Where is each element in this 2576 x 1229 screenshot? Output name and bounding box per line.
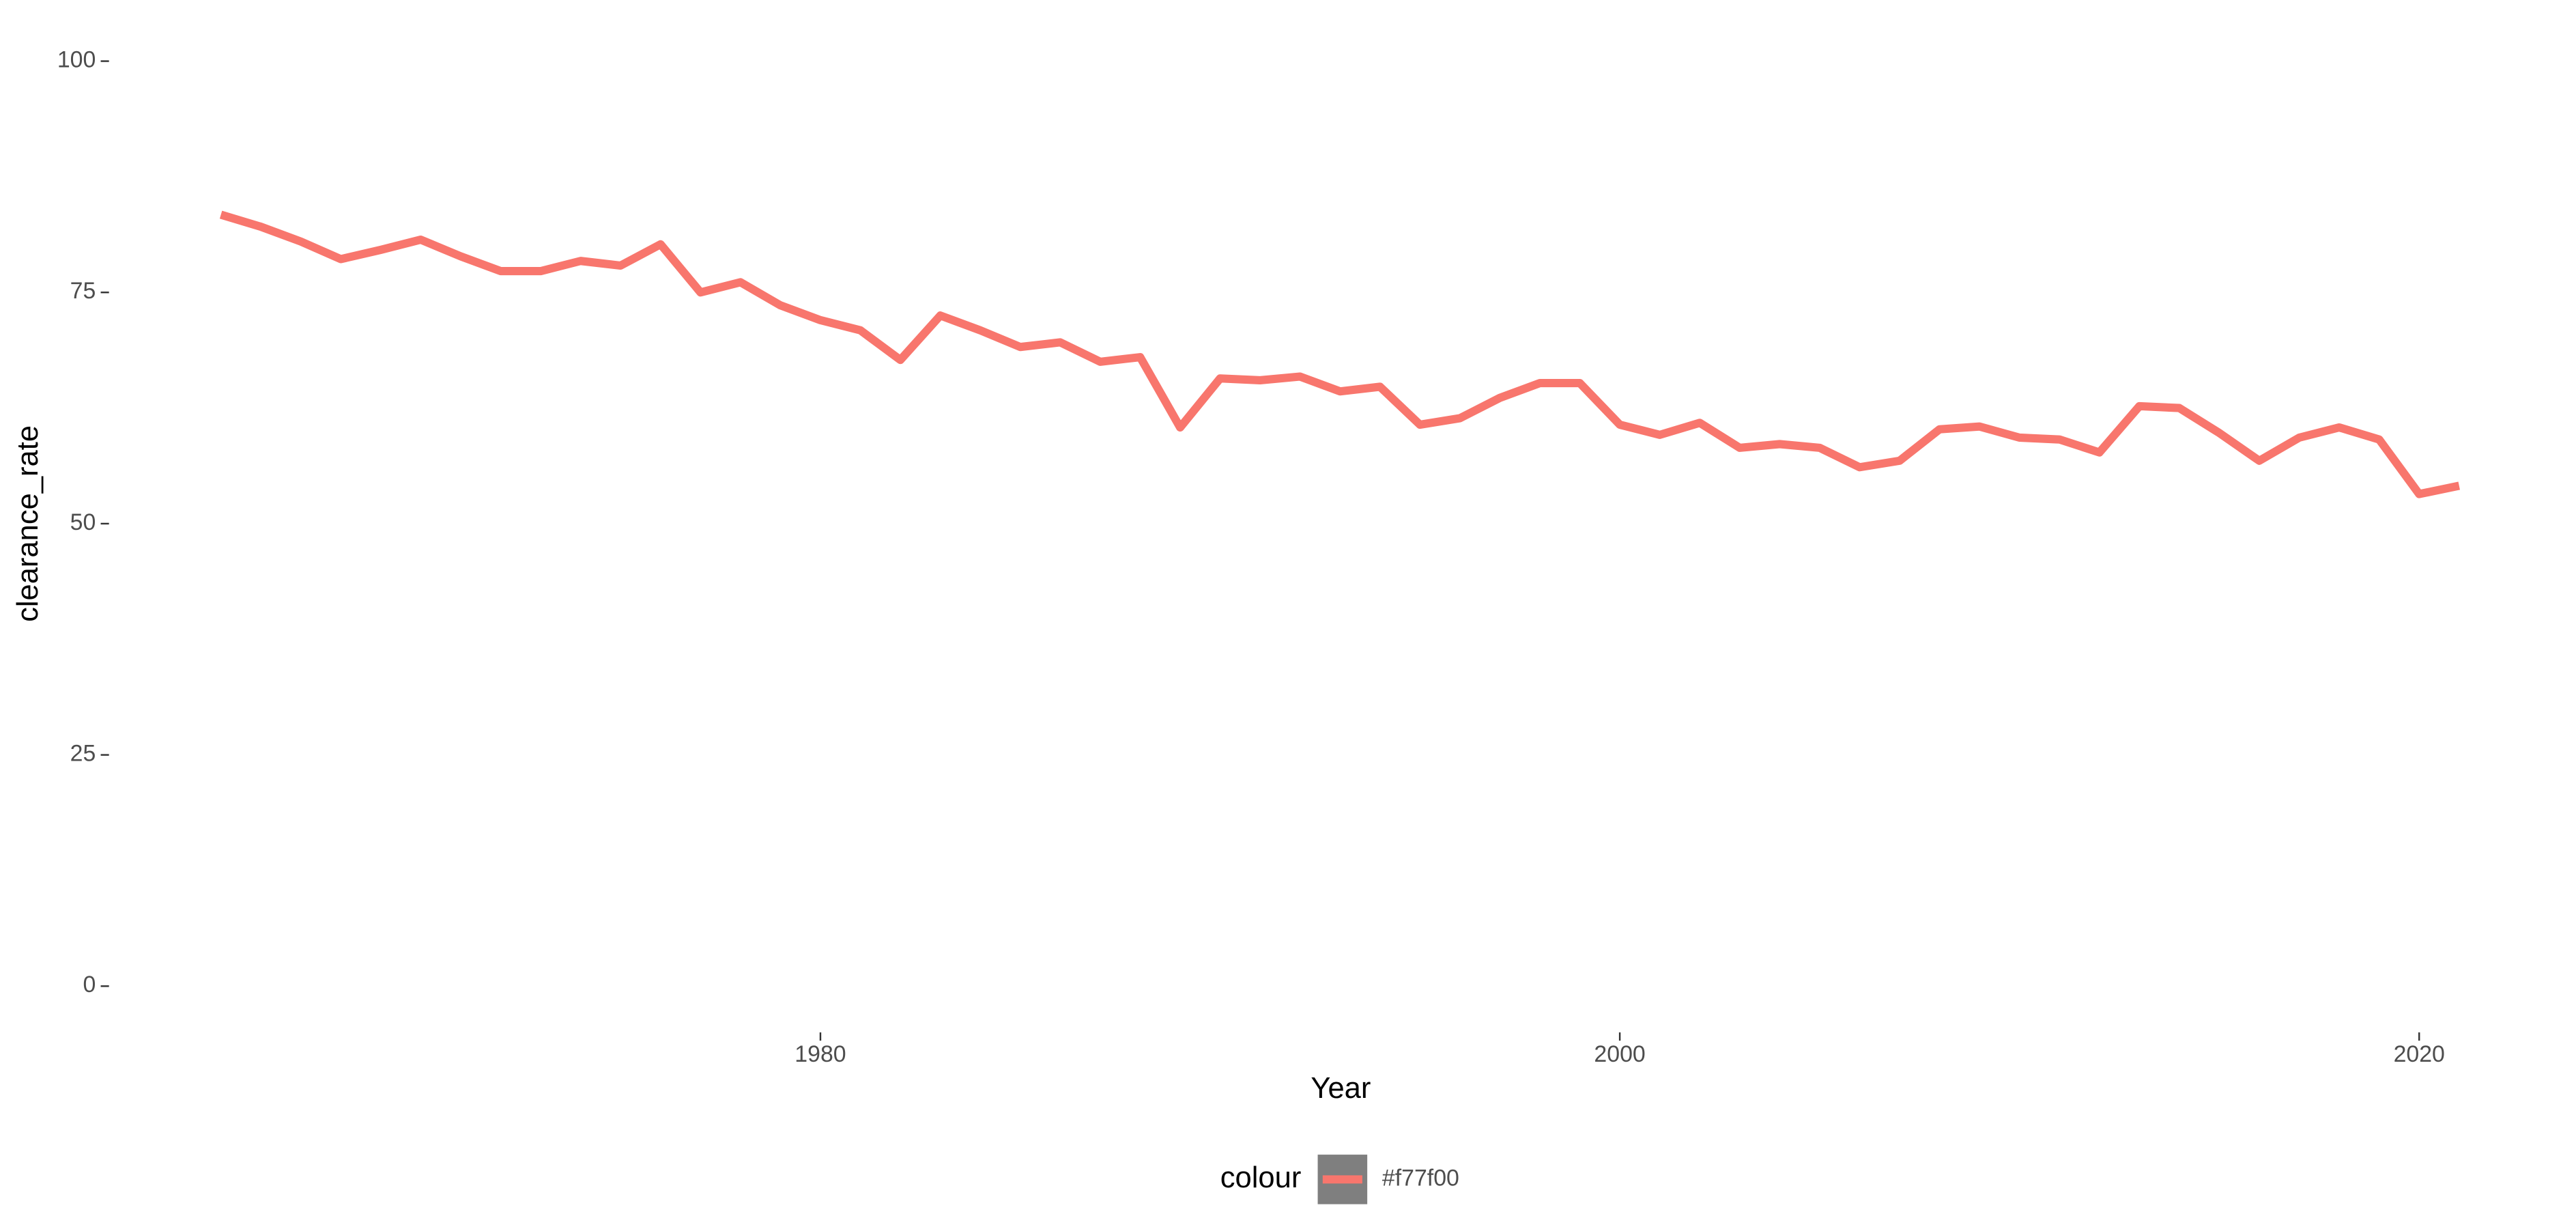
legend-label: #f77f00 bbox=[1382, 1165, 1459, 1191]
x-axis-title: Year bbox=[1311, 1072, 1371, 1105]
data-line bbox=[219, 210, 2461, 498]
x-tick-label: 2000 bbox=[1594, 1041, 1645, 1067]
y-axis-title: clearance_rate bbox=[12, 425, 44, 622]
x-tick-label: 1980 bbox=[795, 1041, 846, 1067]
y-tick-label: 75 bbox=[70, 278, 96, 304]
y-tick-label: 100 bbox=[57, 46, 96, 72]
y-tick-label: 50 bbox=[70, 509, 96, 535]
legend-title: colour bbox=[1220, 1161, 1302, 1194]
x-tick-label: 2020 bbox=[2394, 1041, 2445, 1067]
y-tick-label: 0 bbox=[83, 972, 96, 998]
y-tick-label: 25 bbox=[70, 741, 96, 767]
